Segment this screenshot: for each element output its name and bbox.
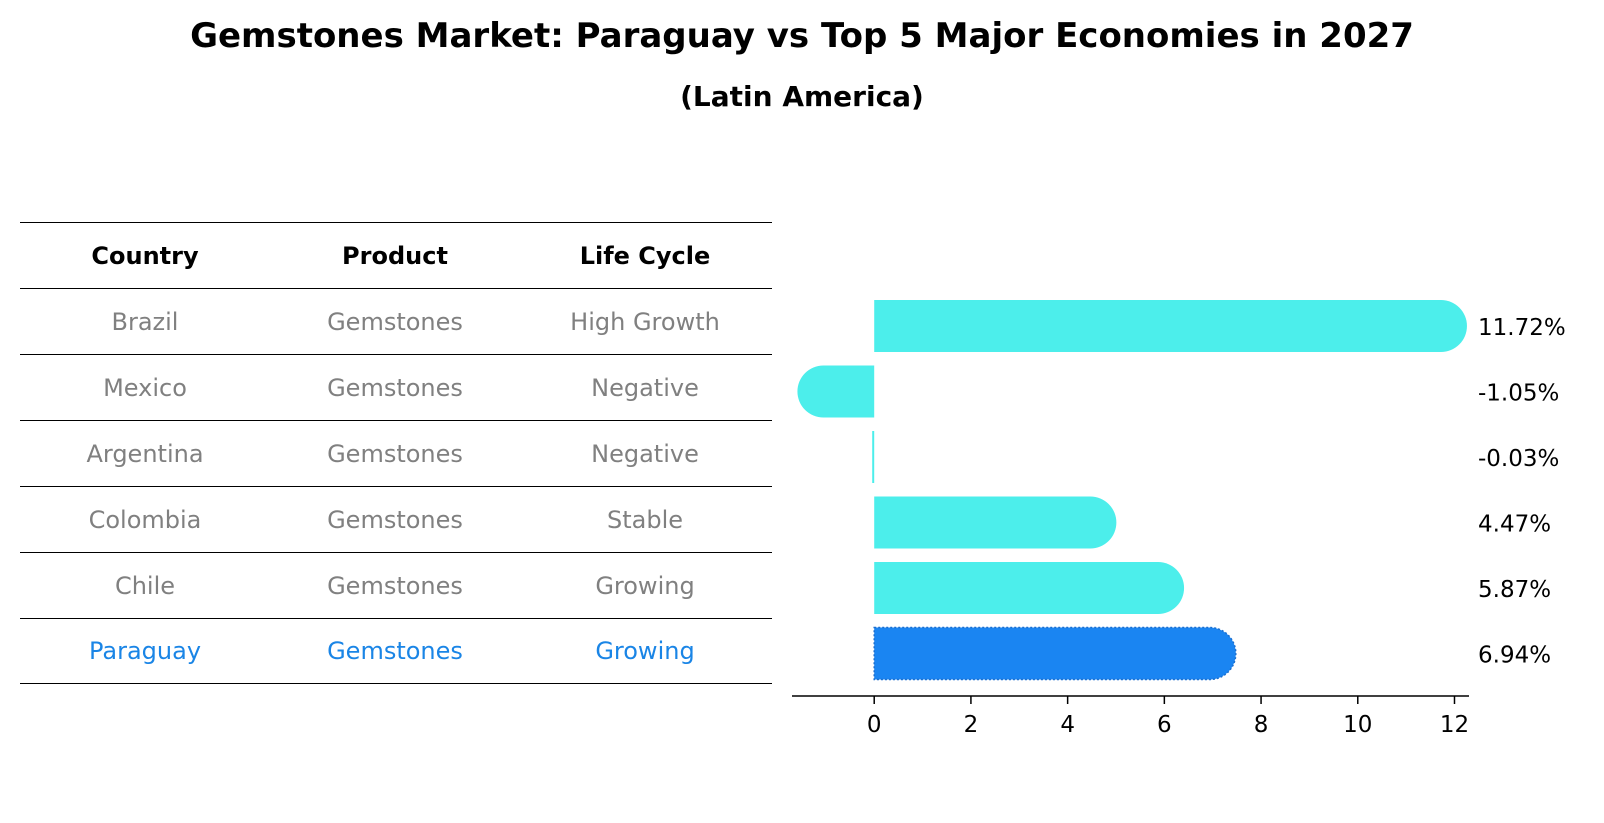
cell-product: Gemstones (327, 637, 463, 665)
cell-life-cycle: Growing (595, 637, 695, 665)
chart-title: Gemstones Market: Paraguay vs Top 5 Majo… (190, 16, 1414, 56)
cell-life-cycle: High Growth (570, 307, 720, 336)
data-label-paraguay: 6.94% (1478, 643, 1551, 669)
cell-country: Paraguay (88, 637, 202, 665)
x-tick-label: 8 (1254, 712, 1269, 738)
data-label-colombia: 4.47% (1478, 512, 1551, 538)
x-tick-label: 12 (1440, 712, 1469, 738)
bar-paraguay (873, 626, 1237, 681)
table-row: Colombia Gemstones Stable (20, 486, 772, 552)
cell-product: Gemstones (327, 373, 463, 402)
cell-life-cycle: Stable (606, 505, 684, 534)
x-tick-label: 0 (867, 712, 882, 738)
table-row: Chile Gemstones Growing (20, 552, 772, 618)
table-row: Brazil Gemstones High Growth (20, 288, 772, 354)
cell-product: Gemstones (327, 439, 463, 468)
bar-mexico (797, 365, 875, 418)
cell-country: Argentina (86, 439, 204, 468)
table-row-highlight: Paraguay Gemstones Growing (20, 618, 772, 684)
x-tick-label: 2 (964, 712, 979, 738)
data-label-argentina: -0.03% (1478, 446, 1559, 472)
data-label-brazil: 11.72% (1478, 315, 1566, 341)
cell-life-cycle: Negative (591, 439, 699, 468)
data-label-mexico: -1.05% (1478, 381, 1559, 407)
cell-country: Mexico (103, 373, 187, 402)
cell-life-cycle: Negative (591, 373, 699, 402)
cell-product: Gemstones (327, 505, 463, 534)
cell-country: Chile (114, 571, 176, 600)
cell-country: Colombia (88, 505, 202, 534)
bar-chile (874, 562, 1185, 614)
x-tick-label: 4 (1060, 712, 1075, 738)
bar-brazil (874, 300, 1467, 352)
table-header-row: Country Product Life Cycle (20, 222, 772, 288)
table-row: Mexico Gemstones Negative (20, 354, 772, 420)
cell-country: Brazil (111, 307, 179, 336)
x-tick-label: 10 (1343, 712, 1372, 738)
cell-life-cycle: Growing (595, 571, 695, 600)
cell-product: Gemstones (327, 571, 463, 600)
data-label-chile: 5.87% (1478, 577, 1551, 603)
header-product: Product (342, 241, 448, 270)
chart-subtitle: (Latin America) (680, 80, 924, 113)
header-country: Country (91, 241, 199, 270)
table-row: Argentina Gemstones Negative (20, 420, 772, 486)
data-table: Country Product Life Cycle Brazil Gemsto… (20, 222, 772, 684)
x-tick-label: 6 (1157, 712, 1172, 738)
cell-product: Gemstones (327, 307, 463, 336)
header-life-cycle: Life Cycle (579, 241, 711, 270)
bar-colombia (874, 496, 1117, 549)
